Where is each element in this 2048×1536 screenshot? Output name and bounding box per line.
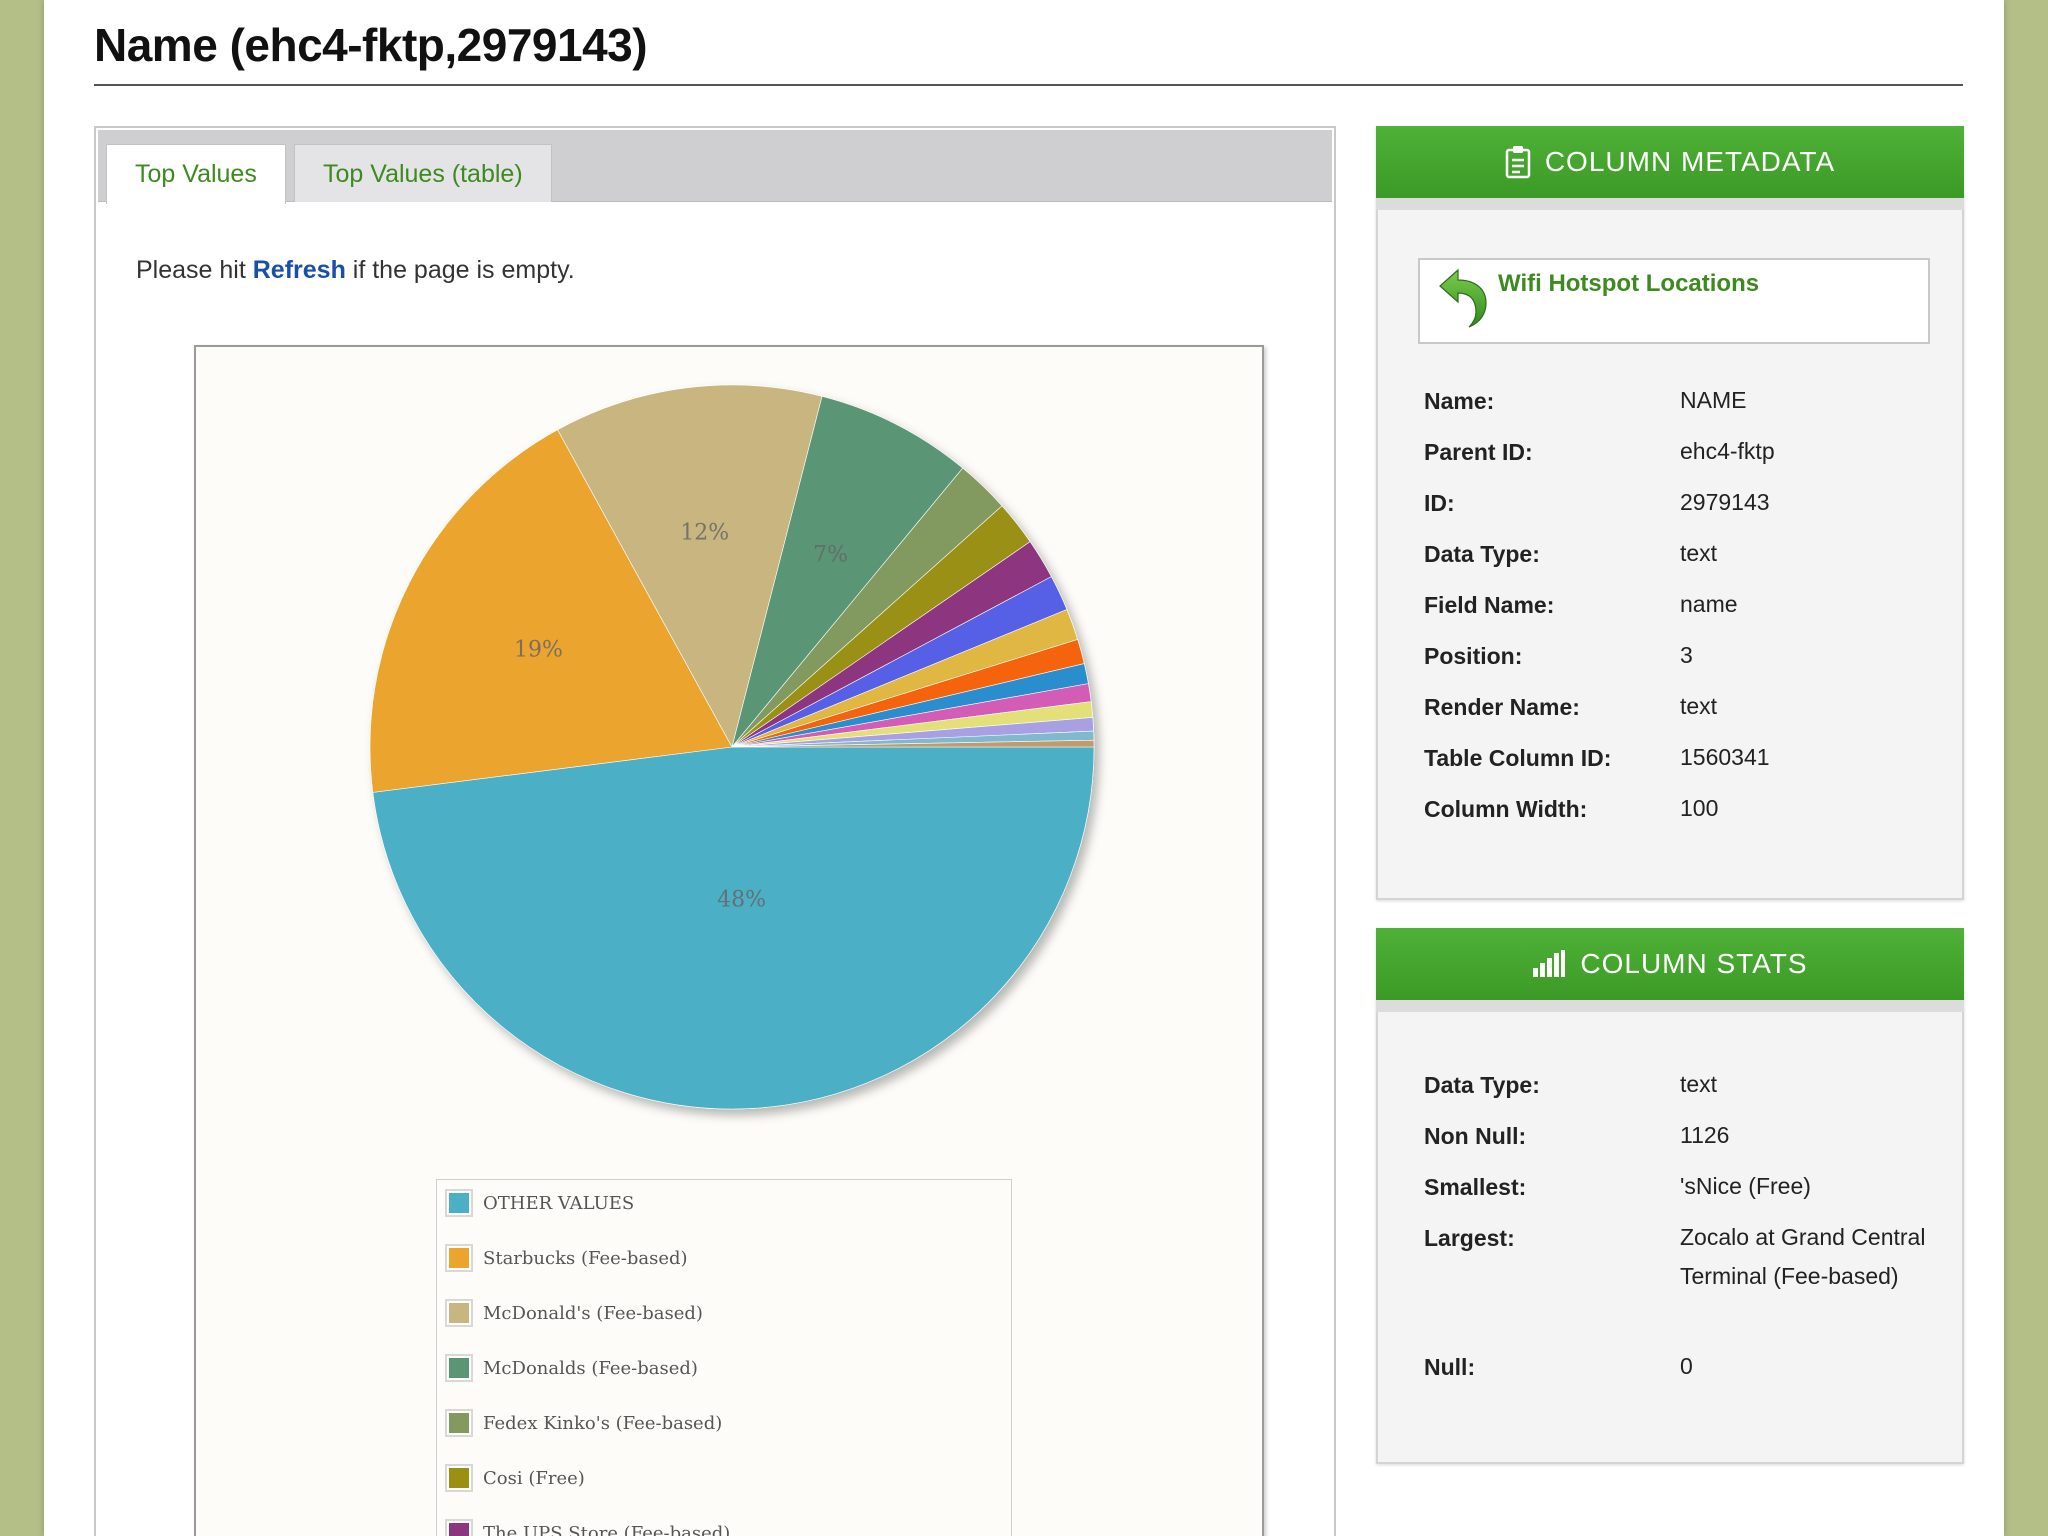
legend-swatch [445, 1409, 473, 1437]
legend-label: McDonald's (Fee-based) [483, 1302, 703, 1324]
legend-item: OTHER VALUES [445, 1188, 634, 1218]
pie-slice [557, 384, 823, 748]
pie-data-label: 12% [680, 521, 729, 546]
pie-data-label: 19% [514, 637, 563, 662]
column-metadata-card: COLUMN METADATA Wifi Hotspot Locations N… [1376, 126, 1964, 900]
legend-label: Cosi (Free) [483, 1467, 585, 1489]
legend-label: OTHER VALUES [483, 1192, 635, 1214]
metadata-value: 3 [1680, 642, 1693, 668]
metadata-key: Parent ID: [1424, 439, 1533, 465]
pie-chart: 48% 19% 12% 7% [369, 384, 1095, 1110]
legend-swatch [445, 1189, 473, 1217]
metadata-key: Field Name: [1424, 592, 1555, 618]
metadata-value: name [1680, 591, 1738, 617]
chart-legend: OTHER VALUES Starbucks (Fee-based) McDonal… [436, 1179, 1012, 1536]
stats-key: Non Null: [1424, 1123, 1527, 1149]
clipboard-icon [1505, 145, 1531, 179]
title-divider [94, 84, 1963, 86]
legend-item: Fedex Kinko's (Fee-based) [445, 1408, 722, 1438]
legend-item: The UPS Store (Fee-based) [445, 1518, 730, 1536]
pie-chart-container: 48% 19% 12% 7% OTHER VALUES Starbucks (Fee-b… [194, 345, 1264, 1536]
stats-value: 1126 [1680, 1122, 1730, 1148]
legend-label: Fedex Kinko's (Fee-based) [483, 1412, 723, 1434]
tab-top-values[interactable]: Top Values [106, 144, 286, 204]
legend-swatch [445, 1299, 473, 1327]
tab-bar: Top Values Top Values (table) [98, 130, 1332, 204]
back-arrow-icon [1436, 266, 1488, 335]
stats-key: Null: [1424, 1354, 1476, 1380]
stats-value: 0 [1680, 1353, 1693, 1379]
legend-item: Cosi (Free) [445, 1463, 585, 1493]
metadata-key: Table Column ID: [1424, 745, 1612, 771]
metadata-value: NAME [1680, 387, 1747, 413]
pie-data-label: 7% [813, 542, 848, 567]
stats-key: Smallest: [1424, 1174, 1527, 1200]
stats-value: text [1680, 1071, 1718, 1097]
legend-swatch [445, 1519, 473, 1536]
metadata-value: ehc4-fktp [1680, 438, 1775, 464]
refresh-hint: Please hit Refresh if the page is empty. [136, 256, 575, 285]
metadata-key: Data Type: [1424, 541, 1540, 567]
pie-slice [731, 396, 964, 748]
metadata-value: 100 [1680, 795, 1719, 821]
page: Name (ehc4-fktp,2979143) Top Values Top … [44, 0, 2004, 1536]
pie-slices [369, 384, 1095, 1110]
pie-slice [369, 429, 733, 793]
metadata-key: Render Name: [1424, 694, 1580, 720]
legend-swatch [445, 1354, 473, 1382]
top-values-panel: Top Values Top Values (table) Please hit… [94, 126, 1336, 1536]
tab-top-values-table[interactable]: Top Values (table) [294, 144, 552, 202]
column-metadata-title: COLUMN METADATA [1544, 146, 1836, 177]
column-stats-header: COLUMN STATS [1376, 928, 1964, 1012]
metadata-key: ID: [1424, 490, 1455, 516]
metadata-key: Position: [1424, 643, 1523, 669]
metadata-key: Name: [1424, 388, 1495, 414]
page-title: Name (ehc4-fktp,2979143) [94, 19, 648, 71]
stats-value: Zocalo at Grand Central Terminal (Fee-ba… [1680, 1224, 1926, 1289]
legend-label: Starbucks (Fee-based) [483, 1247, 688, 1269]
column-metadata-header: COLUMN METADATA [1376, 126, 1964, 210]
parent-dataset-label: Wifi Hotspot Locations [1498, 270, 1760, 297]
stats-key: Data Type: [1424, 1072, 1540, 1098]
legend-swatch [445, 1244, 473, 1272]
legend-label: The UPS Store (Fee-based) [483, 1522, 731, 1536]
pie-slice [372, 746, 1095, 1110]
metadata-value: text [1680, 693, 1718, 719]
stats-key: Largest: [1424, 1225, 1515, 1251]
legend-item: McDonalds (Fee-based) [445, 1353, 698, 1383]
stats-value: 'sNice (Free) [1680, 1173, 1811, 1199]
legend-swatch [445, 1464, 473, 1492]
hint-suffix: if the page is empty. [345, 256, 575, 284]
parent-dataset-link[interactable]: Wifi Hotspot Locations [1418, 258, 1930, 344]
pie-data-label: 48% [717, 888, 766, 913]
legend-item: Starbucks (Fee-based) [445, 1243, 688, 1273]
metadata-value: 1560341 [1680, 744, 1770, 770]
refresh-link[interactable]: Refresh [252, 256, 346, 284]
pie-slice [731, 739, 1095, 748]
column-stats-card: COLUMN STATS Data Type: text Non Null: 1126… [1376, 928, 1964, 1464]
metadata-key: Column Width: [1424, 796, 1588, 822]
metadata-value: 2979143 [1680, 489, 1770, 515]
metadata-value: text [1680, 540, 1718, 566]
column-stats-title: COLUMN STATS [1580, 948, 1808, 979]
hint-prefix: Please hit [136, 256, 253, 284]
legend-item: McDonald's (Fee-based) [445, 1298, 703, 1328]
pie-data-labels: 48% 19% 12% 7% [514, 521, 848, 913]
legend-label: McDonalds (Fee-based) [483, 1357, 698, 1379]
bar-chart-icon [1532, 950, 1566, 978]
